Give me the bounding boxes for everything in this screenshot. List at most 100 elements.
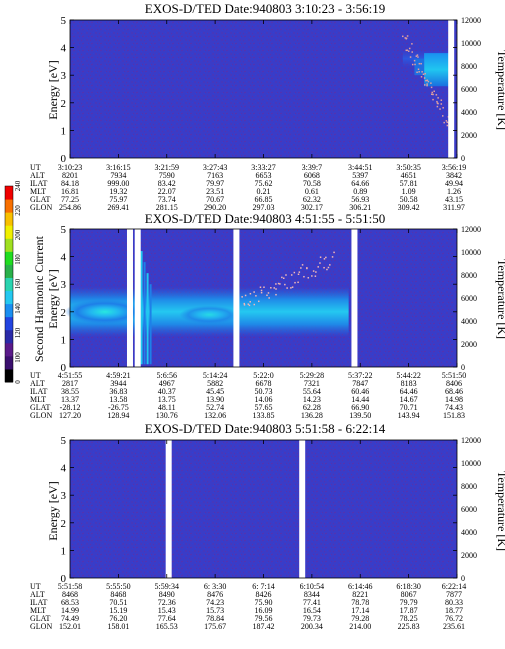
table-cell: 15.43	[158, 606, 176, 615]
temperature-point	[405, 49, 408, 52]
temperature-point	[430, 82, 432, 84]
table-cell: 64.66	[351, 179, 369, 188]
table-cell: 56.93	[351, 195, 369, 204]
temperature-point	[291, 286, 294, 288]
temperature-point	[290, 274, 293, 276]
heatmap-band-core	[179, 305, 240, 324]
temperature-point	[255, 295, 257, 297]
temperature-point	[416, 71, 418, 74]
y-tick-label: 3	[61, 70, 67, 82]
temperature-point	[243, 304, 246, 306]
temperature-point	[425, 79, 427, 82]
table-cell: 3:56:19	[442, 163, 466, 172]
table-cell: 158.01	[107, 622, 129, 631]
y-tick-label: 0	[61, 362, 67, 374]
temperature-point	[277, 282, 280, 285]
temperature-point	[314, 275, 317, 277]
colorbar-tick-label: 220	[14, 205, 22, 216]
table-cell: 15.19	[109, 606, 127, 615]
table-row-label: UT	[30, 371, 41, 380]
table-row-label: GLAT	[30, 403, 51, 412]
table-cell: 2817	[62, 379, 78, 388]
table-cell: 5:29:28	[300, 371, 324, 380]
temperature-point	[303, 275, 305, 278]
table-cell: 23.51	[206, 187, 224, 196]
temperature-point	[426, 79, 429, 82]
temperature-point	[286, 287, 288, 289]
temperature-point	[293, 271, 296, 274]
y-tick-label: 0	[61, 153, 67, 165]
colorbar-tick-label: 120	[14, 327, 22, 338]
temperature-point	[284, 283, 286, 286]
table-cell: 5:6:56	[157, 371, 177, 380]
data-gap	[448, 20, 455, 158]
temperature-point	[411, 43, 413, 45]
table-cell: 50.58	[400, 195, 418, 204]
table-cell: 84.18	[61, 179, 79, 188]
table-cell: 130.76	[156, 411, 178, 420]
temperature-point	[260, 289, 263, 292]
table-row-label: ILAT	[30, 387, 47, 396]
table-cell: 214.00	[349, 622, 371, 631]
temperature-point	[323, 258, 326, 260]
table-cell: 8426	[256, 590, 272, 599]
y2-tick-label: 10000	[461, 39, 481, 48]
temperature-point	[422, 73, 425, 76]
y2-tick-label: 6000	[461, 85, 477, 94]
y2-tick-label: 10000	[461, 248, 481, 257]
table-cell: 40.37	[158, 387, 176, 396]
temperature-point	[406, 49, 408, 51]
table-cell: 60.46	[351, 387, 369, 396]
colorbar-tick-label: 140	[14, 303, 22, 314]
table-cell: 68.46	[445, 387, 463, 396]
temperature-point	[279, 283, 281, 285]
temperature-point	[423, 84, 426, 86]
table-cell: 5:44:22	[396, 371, 420, 380]
table-cell: 7321	[304, 379, 320, 388]
colorbar-segment	[5, 264, 13, 278]
table-cell: 3:33:27	[251, 163, 275, 172]
colorbar-tick-label: 240	[14, 180, 22, 191]
temperature-point	[402, 35, 404, 38]
heatmap-background	[70, 440, 457, 578]
temperature-point	[301, 264, 304, 266]
table-cell: 22.07	[158, 187, 176, 196]
table-cell: 52.74	[206, 403, 224, 412]
table-cell: 64.46	[400, 387, 418, 396]
table-cell: 7590	[159, 171, 175, 180]
y-tick-label: 2	[61, 518, 67, 530]
temperature-point	[319, 256, 322, 258]
colorbar-segment	[5, 225, 13, 239]
table-cell: 76.72	[445, 614, 463, 623]
table-cell: 80.33	[445, 598, 463, 607]
temperature-point	[404, 37, 407, 39]
temperature-point	[436, 100, 438, 103]
temperature-point	[315, 271, 317, 273]
table-cell: 73.74	[158, 195, 176, 204]
table-cell: 14.44	[351, 395, 369, 404]
table-cell: 306.21	[349, 203, 371, 212]
table-cell: 36.83	[109, 387, 127, 396]
table-cell: 62.28	[303, 403, 321, 412]
table-cell: 7934	[110, 171, 126, 180]
colorbar-segment	[5, 368, 13, 383]
table-cell: 48.11	[158, 403, 176, 412]
y2-tick-label: 12000	[461, 225, 481, 234]
colorbar-segment	[5, 238, 13, 252]
temperature-point	[430, 86, 433, 89]
temperature-point	[433, 90, 435, 93]
temperature-point	[436, 105, 439, 108]
table-row-label: ILAT	[30, 598, 47, 607]
temperature-point	[405, 37, 408, 40]
colorbar-frame	[4, 185, 14, 383]
temperature-point	[435, 94, 438, 96]
temperature-point	[300, 267, 302, 269]
table-cell: 0.89	[353, 187, 367, 196]
table-row-label: GLON	[30, 411, 52, 420]
data-gap	[126, 229, 133, 367]
y-tick-label: 2	[61, 307, 67, 319]
temperature-point	[319, 262, 321, 264]
table-cell: 5:55:50	[106, 582, 130, 591]
colorbar-tick-label: 160	[14, 278, 22, 289]
